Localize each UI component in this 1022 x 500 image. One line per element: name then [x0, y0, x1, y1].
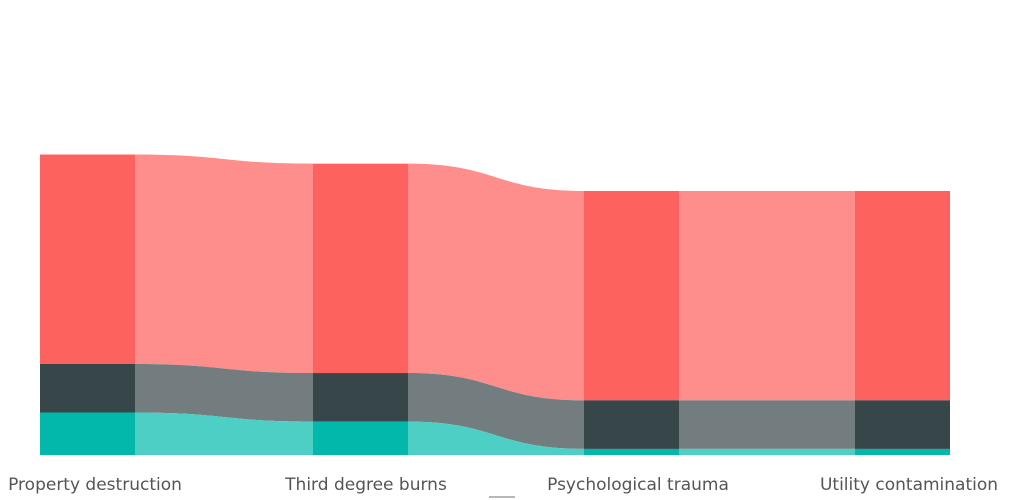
- bar-series-3-utility-contamination[interactable]: [855, 448, 950, 455]
- ribbon-series-1-psychological-trauma-to-utility-contamination[interactable]: [679, 190, 855, 401]
- ribbon-series-2-psychological-trauma-to-utility-contamination[interactable]: [679, 400, 855, 449]
- tick-label-property-destruction: Property destruction: [8, 475, 182, 495]
- bars: [40, 154, 950, 455]
- bar-series-2-property-destruction[interactable]: [40, 363, 135, 413]
- ribbon-series-1-property-destruction-to-third-degree-burns[interactable]: [135, 154, 313, 374]
- ribbon-series-3-property-destruction-to-third-degree-burns[interactable]: [135, 412, 313, 455]
- tick-label-psychological-trauma: Psychological trauma: [547, 475, 729, 495]
- tick-label-third-degree-burns: Third degree burns: [284, 475, 447, 495]
- bar-series-1-utility-contamination[interactable]: [855, 190, 950, 401]
- ribbons: [135, 154, 855, 455]
- bar-series-2-utility-contamination[interactable]: [855, 400, 950, 449]
- bar-series-2-psychological-trauma[interactable]: [584, 400, 679, 449]
- ribbon-series-3-psychological-trauma-to-utility-contamination[interactable]: [679, 448, 855, 455]
- ribbon-series-1-third-degree-burns-to-psychological-trauma[interactable]: [408, 163, 584, 401]
- tick-label-utility-contamination: Utility contamination: [820, 475, 998, 495]
- scroll-indicator[interactable]: [489, 496, 515, 498]
- ribbon-series-2-third-degree-burns-to-psychological-trauma[interactable]: [408, 373, 584, 449]
- category-labels: Property destruction Third degree burns …: [8, 475, 998, 495]
- bar-series-3-psychological-trauma[interactable]: [584, 448, 679, 455]
- bar-series-2-third-degree-burns[interactable]: [313, 373, 408, 422]
- bar-series-1-property-destruction[interactable]: [40, 154, 135, 364]
- bar-series-3-property-destruction[interactable]: [40, 412, 135, 455]
- bar-series-1-psychological-trauma[interactable]: [584, 190, 679, 401]
- bar-series-1-third-degree-burns[interactable]: [313, 163, 408, 374]
- ribbon-series-3-third-degree-burns-to-psychological-trauma[interactable]: [408, 421, 584, 455]
- ribbon-series-2-property-destruction-to-third-degree-burns[interactable]: [135, 363, 313, 422]
- bar-series-3-third-degree-burns[interactable]: [313, 421, 408, 455]
